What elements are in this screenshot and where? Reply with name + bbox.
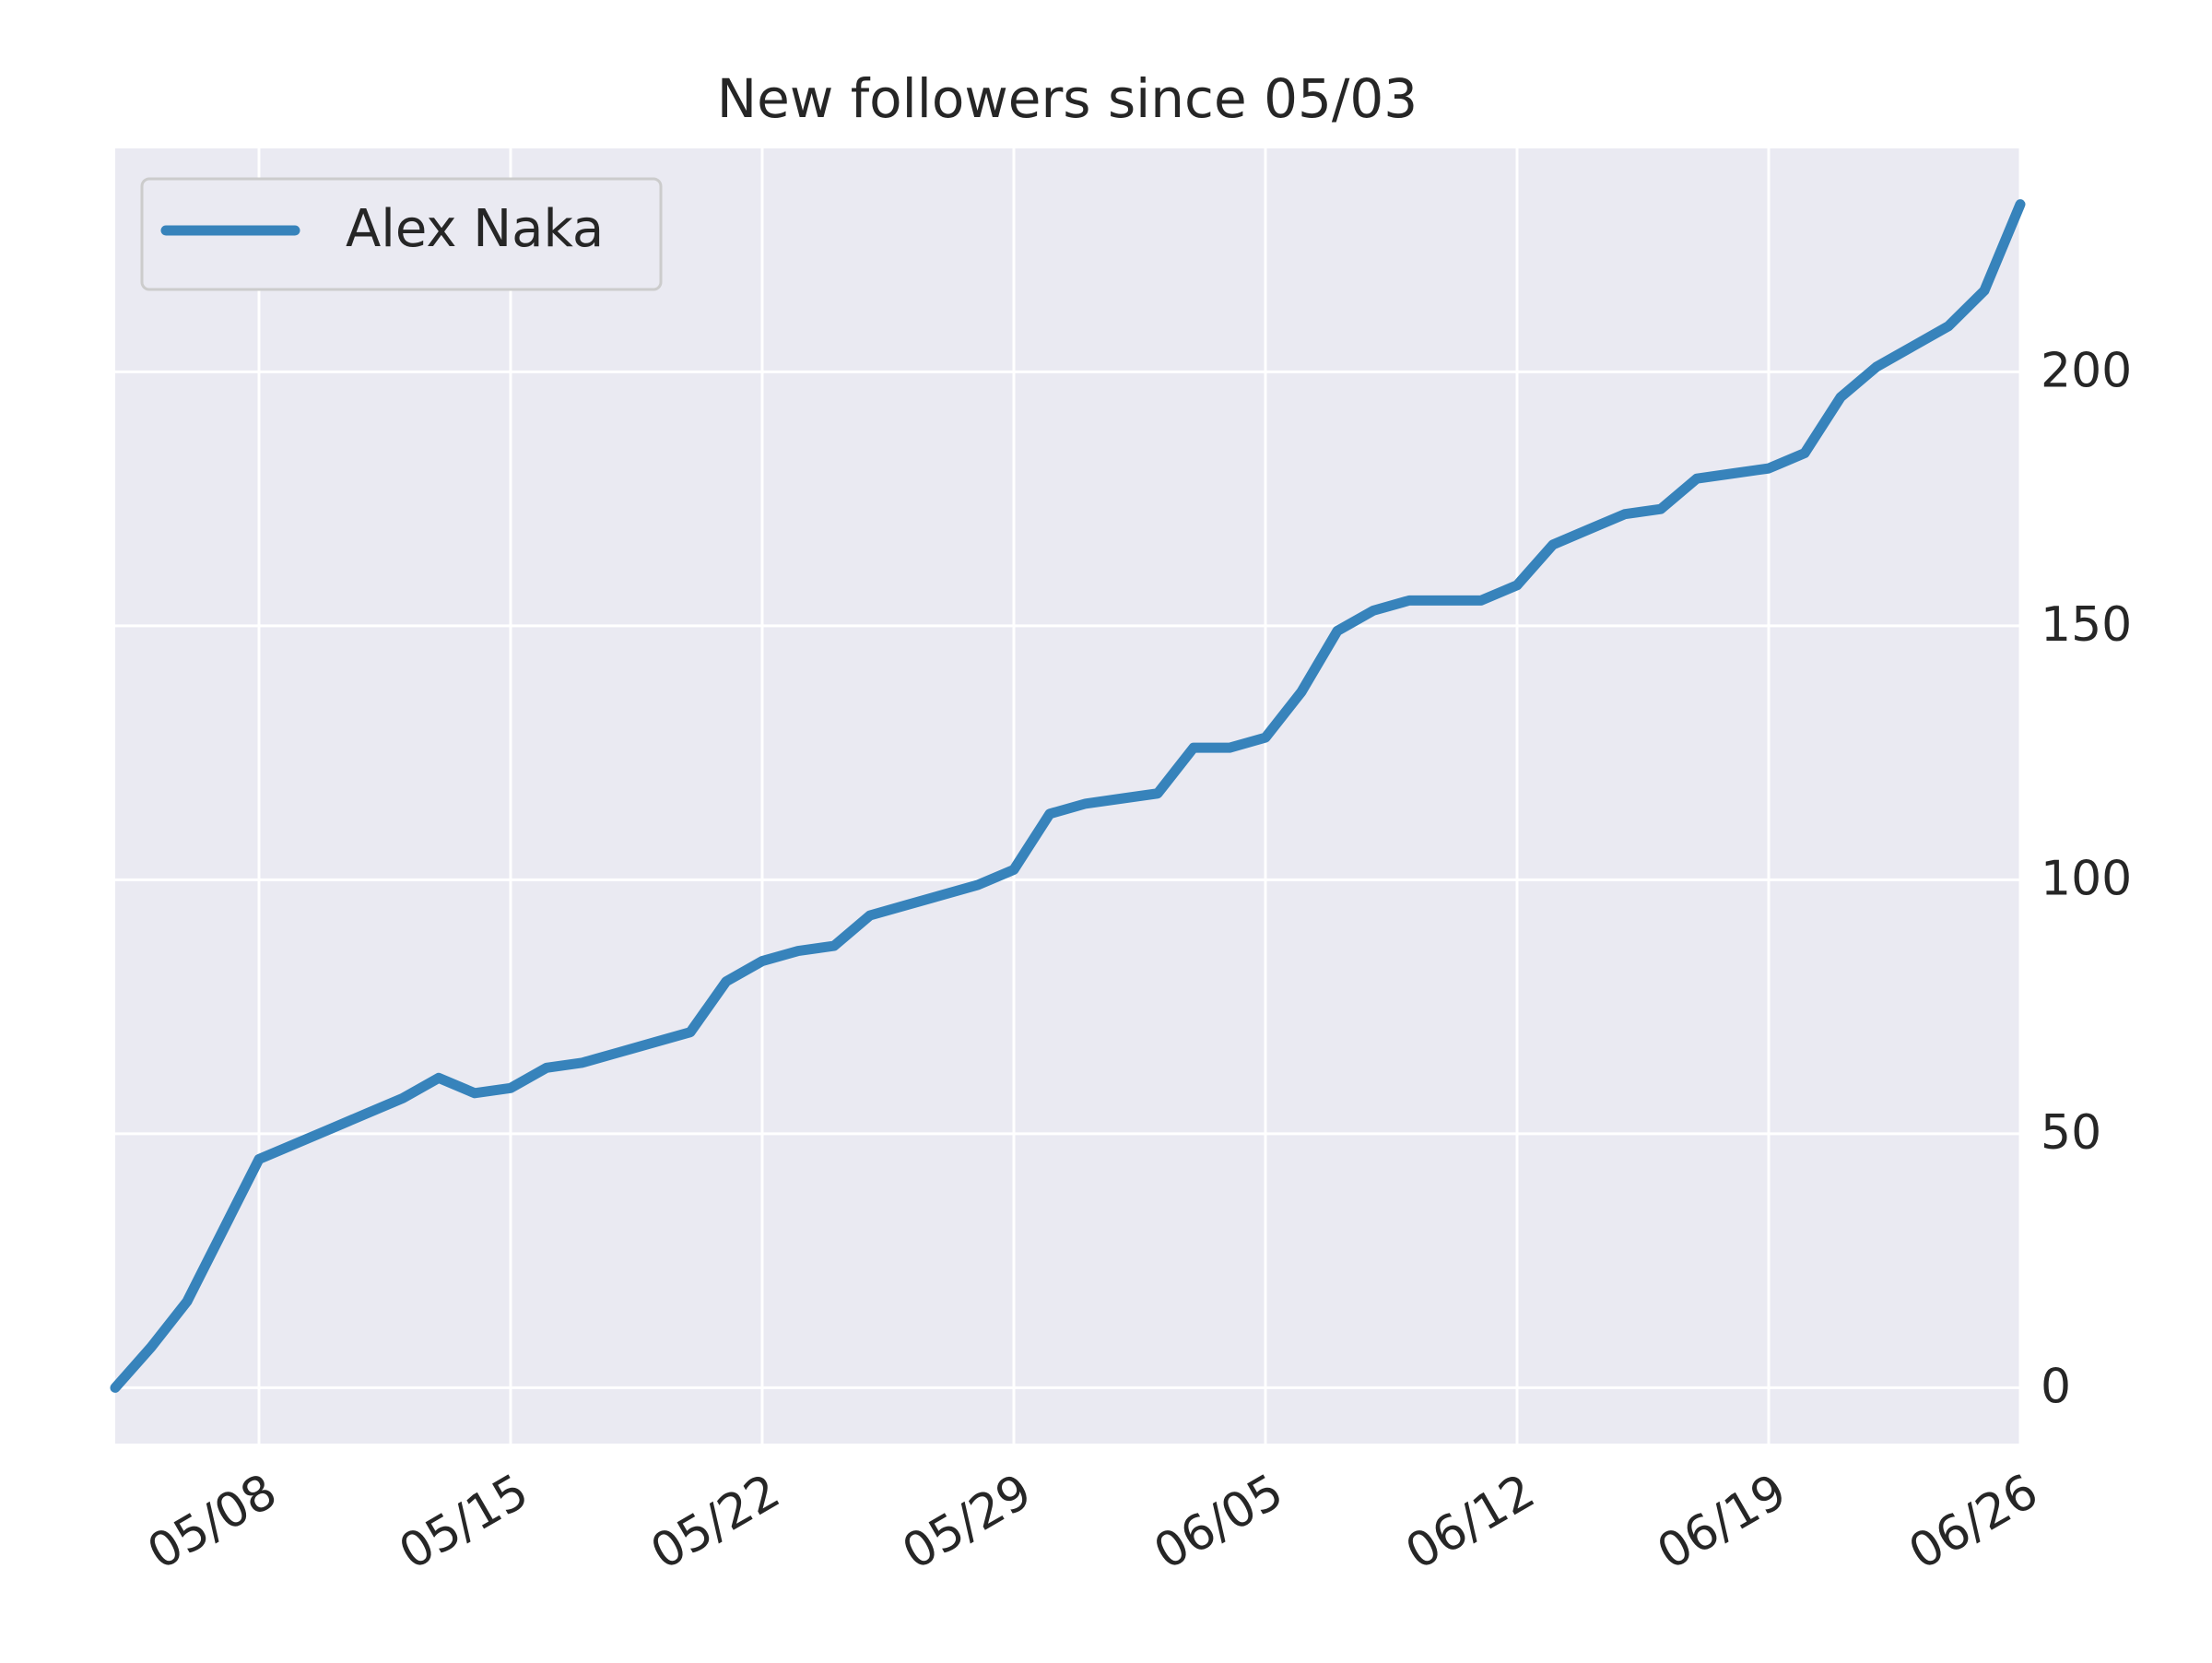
legend: Alex Naka (140, 177, 663, 291)
series-line (110, 199, 2026, 1393)
x-tick-label: 05/29 (894, 1464, 1041, 1581)
x-tick-label: 06/12 (1397, 1464, 1545, 1581)
x-tick-label: 06/19 (1649, 1464, 1796, 1581)
x-tick-label: 05/15 (391, 1464, 538, 1581)
y-tick-label: 0 (2041, 1359, 2071, 1414)
y-tick-label: 50 (2041, 1105, 2101, 1161)
legend-box (140, 177, 663, 291)
plot-area (115, 148, 2020, 1444)
legend-label: Alex Naka (346, 199, 604, 259)
grid (115, 148, 2022, 1444)
chart-title: New followers since 05/03 (717, 67, 1418, 130)
y-tick-label: 150 (2041, 597, 2132, 653)
y-tick-label: 200 (2041, 343, 2132, 398)
x-tick-label: 06/05 (1146, 1464, 1293, 1581)
lines (110, 199, 2026, 1393)
x-tick-label: 05/08 (139, 1464, 287, 1581)
x-tick-label: 05/22 (642, 1464, 790, 1581)
y-tick-label: 100 (2041, 851, 2132, 906)
x-tick-label: 06/26 (1900, 1464, 2048, 1581)
